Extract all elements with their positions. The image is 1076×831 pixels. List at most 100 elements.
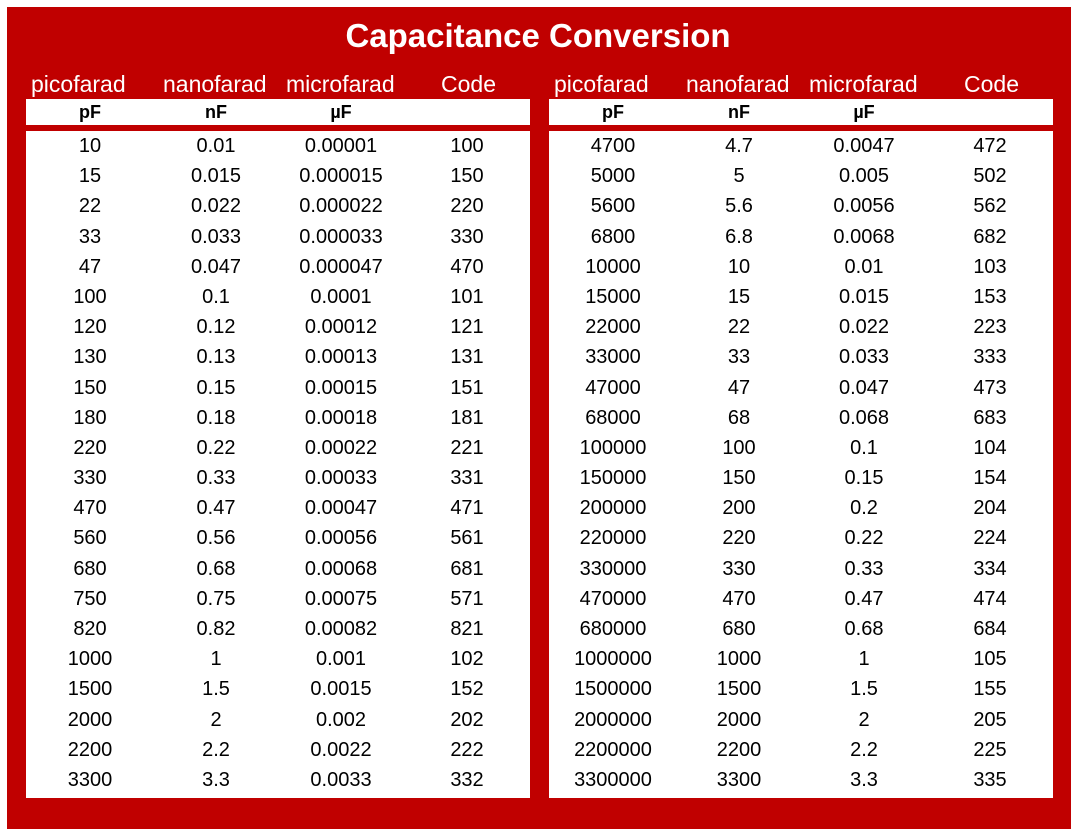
code-cell: 472 xyxy=(973,135,1007,157)
code-cell: 154 xyxy=(973,467,1007,490)
pf-cell: 47000 xyxy=(585,376,641,399)
code-cell: 100 xyxy=(450,135,484,157)
nf-cell: 22 xyxy=(727,316,751,339)
code-cell: 121 xyxy=(450,316,484,339)
pf-cell: 150000 xyxy=(579,467,647,490)
table-row: 470000 470 0.47 474 xyxy=(549,584,1053,614)
unit-pf: pF xyxy=(602,102,624,122)
nf-cell: 0.13 xyxy=(196,346,236,369)
code-cell: 474 xyxy=(973,587,1007,610)
nf-cell: 0.56 xyxy=(196,527,236,550)
header-code: Code xyxy=(964,71,1019,97)
nf-cell: 10 xyxy=(727,255,751,278)
pf-cell: 680 xyxy=(73,557,107,580)
pf-cell: 560 xyxy=(73,527,107,550)
table-row: 22 0.022 0.000022 220 xyxy=(26,191,530,221)
pf-cell: 180 xyxy=(73,406,107,429)
nf-cell: 15 xyxy=(727,285,751,308)
uf-cell: 0.000015 xyxy=(299,165,383,188)
pf-cell: 470 xyxy=(73,497,107,520)
table-body: 4700 4.7 0.0047 472 5000 5 0.005 502 5600 5.6 0.00… xyxy=(549,131,1053,798)
nf-cell: 4.7 xyxy=(725,135,753,157)
table-row: 3300000 3300 3.3 335 xyxy=(549,765,1053,795)
right-table: picofarad nanofarad microfarad Code pF n… xyxy=(549,70,1053,798)
code-cell: 222 xyxy=(450,738,484,761)
uf-cell: 0.00015 xyxy=(304,376,378,399)
table-row: 5000 5 0.005 502 xyxy=(549,161,1053,191)
table-row: 2000 2 0.002 202 xyxy=(26,705,530,735)
nf-cell: 3.3 xyxy=(202,768,230,791)
uf-cell: 0.00013 xyxy=(304,346,378,369)
code-cell: 221 xyxy=(450,436,484,459)
table-row: 100000 100 0.1 104 xyxy=(549,433,1053,463)
pf-cell: 330 xyxy=(73,467,107,490)
column-names: picofarad nanofarad microfarad Code xyxy=(26,70,530,99)
nf-cell: 5 xyxy=(733,165,745,188)
nf-cell: 2.2 xyxy=(202,738,230,761)
table-row: 470 0.47 0.00047 471 xyxy=(26,493,530,523)
pf-cell: 15000 xyxy=(585,285,641,308)
pf-cell: 120 xyxy=(73,316,107,339)
table-row: 3300 3.3 0.0033 332 xyxy=(26,765,530,795)
header-nanofarad: nanofarad xyxy=(163,71,267,97)
code-cell: 224 xyxy=(973,527,1007,550)
uf-cell: 0.2 xyxy=(850,497,878,520)
pf-cell: 680000 xyxy=(579,618,647,640)
nf-cell: 0.22 xyxy=(196,436,236,459)
nf-cell: 2 xyxy=(210,708,222,731)
table-row: 150000 150 0.15 154 xyxy=(549,463,1053,493)
pf-cell: 470000 xyxy=(579,587,647,610)
pf-cell: 100 xyxy=(73,285,107,308)
table-row: 4700 4.7 0.0047 472 xyxy=(549,131,1053,161)
uf-cell: 2.2 xyxy=(850,738,878,761)
unit-pf: pF xyxy=(79,102,101,122)
pf-cell: 10 xyxy=(78,135,102,157)
uf-cell: 0.0068 xyxy=(833,225,895,248)
nf-cell: 0.15 xyxy=(196,376,236,399)
code-cell: 334 xyxy=(973,557,1007,580)
uf-cell: 0.0022 xyxy=(310,738,372,761)
pf-cell: 1000 xyxy=(67,648,113,671)
pf-cell: 200000 xyxy=(579,497,647,520)
pf-cell: 10000 xyxy=(585,255,641,278)
pf-cell: 22 xyxy=(78,195,102,218)
table-row: 33 0.033 0.000033 330 xyxy=(26,222,530,252)
nf-cell: 2000 xyxy=(716,708,762,731)
table-row: 330000 330 0.33 334 xyxy=(549,554,1053,584)
unit-row: pF nF µF xyxy=(549,99,1053,131)
code-cell: 103 xyxy=(973,255,1007,278)
table-row: 560 0.56 0.00056 561 xyxy=(26,523,530,553)
nf-cell: 0.33 xyxy=(196,467,236,490)
uf-cell: 0.01 xyxy=(844,255,884,278)
pf-cell: 750 xyxy=(73,587,107,610)
nf-cell: 6.8 xyxy=(725,225,753,248)
header-microfarad: microfarad xyxy=(286,71,395,97)
nf-cell: 1.5 xyxy=(202,678,230,701)
pf-cell: 33 xyxy=(78,225,102,248)
nf-cell: 0.82 xyxy=(196,618,236,640)
code-cell: 101 xyxy=(450,285,484,308)
uf-cell: 0.22 xyxy=(844,527,884,550)
nf-cell: 0.68 xyxy=(196,557,236,580)
code-cell: 571 xyxy=(450,587,484,610)
table-row: 200000 200 0.2 204 xyxy=(549,493,1053,523)
uf-cell: 0.15 xyxy=(844,467,884,490)
code-cell: 104 xyxy=(973,436,1007,459)
uf-cell: 0.047 xyxy=(838,376,890,399)
nf-cell: 0.022 xyxy=(190,195,242,218)
table-row: 47000 47 0.047 473 xyxy=(549,373,1053,403)
code-cell: 684 xyxy=(973,618,1007,640)
table-row: 6800 6.8 0.0068 682 xyxy=(549,222,1053,252)
nf-cell: 5.6 xyxy=(725,195,753,218)
code-cell: 330 xyxy=(450,225,484,248)
nf-cell: 3300 xyxy=(716,768,762,791)
table-row: 180 0.18 0.00018 181 xyxy=(26,403,530,433)
pf-cell: 100000 xyxy=(579,436,647,459)
table-row: 220 0.22 0.00022 221 xyxy=(26,433,530,463)
header-nanofarad: nanofarad xyxy=(686,71,790,97)
table-row: 15000 15 0.015 153 xyxy=(549,282,1053,312)
code-cell: 561 xyxy=(450,527,484,550)
table-row: 5600 5.6 0.0056 562 xyxy=(549,191,1053,221)
uf-cell: 0.00033 xyxy=(304,467,378,490)
nf-cell: 100 xyxy=(722,436,756,459)
